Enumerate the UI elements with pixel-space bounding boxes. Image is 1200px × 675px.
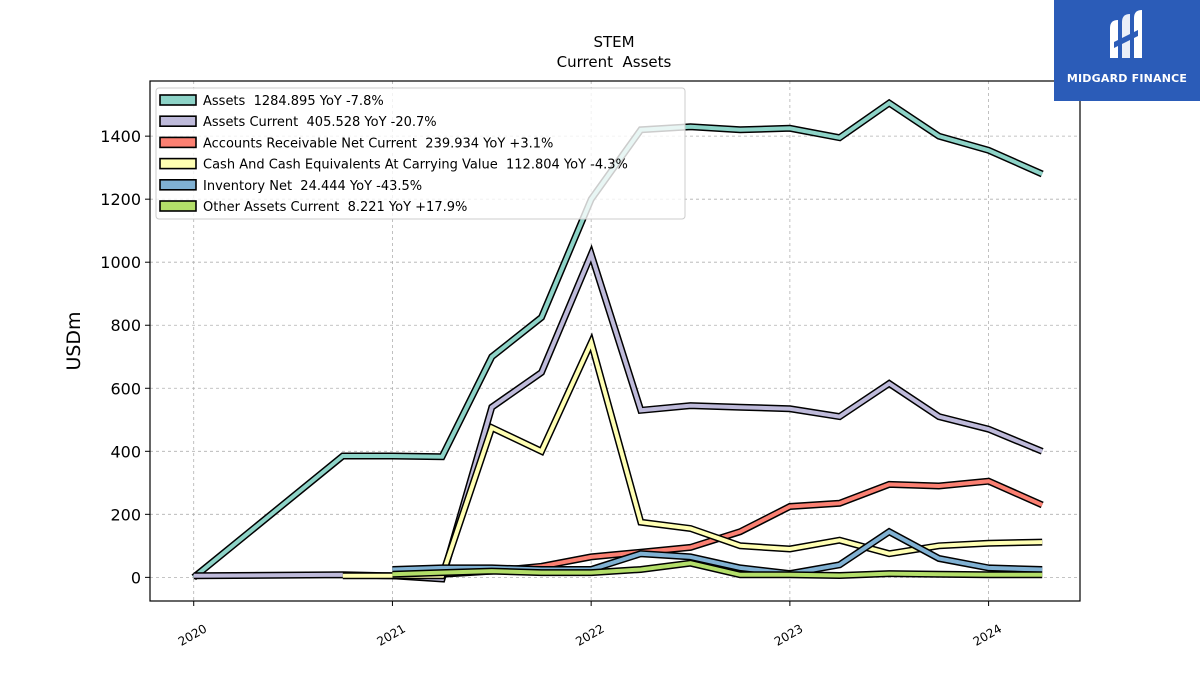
x-tick-label: 2024 (971, 621, 1004, 648)
series-line-outline (342, 332, 1043, 580)
legend-swatch (159, 157, 197, 170)
chart-subtitle: Current Assets (557, 53, 672, 71)
legend-label: Cash And Cash Equivalents At Carrying Va… (203, 158, 628, 173)
x-tick-label: 2022 (573, 621, 606, 648)
plot-frame (149, 80, 1081, 602)
x-tick-label: 2023 (772, 621, 805, 648)
y-tick-label: 400 (110, 442, 141, 461)
x-tick-label: 2021 (374, 621, 407, 648)
y-tick-label: 800 (110, 316, 141, 335)
legend-swatch (159, 115, 197, 127)
y-axis-label: USDm (63, 311, 85, 370)
legend-swatch (159, 94, 197, 106)
y-tick-label: 600 (110, 379, 141, 398)
y-tick-label: 0 (131, 568, 141, 587)
legend-box (155, 87, 686, 220)
midgard-finance-logo: MIDGARD FINANCE (1054, 0, 1200, 101)
y-tick-label: 1200 (100, 190, 141, 209)
chart-title: STEM (593, 33, 634, 51)
x-axis: 2020 2021 2022 2023 2024 (176, 601, 1004, 649)
series-line (193, 248, 1043, 581)
legend-swatch (159, 200, 197, 212)
legend: Assets 1284.895 YoY -7.8% Assets Current … (155, 87, 686, 220)
legend-label: Inventory Net 24.444 YoY -43.5% (203, 179, 422, 194)
series-line (392, 561, 1043, 578)
series-line (342, 336, 1043, 578)
x-tick-label: 2020 (176, 621, 209, 648)
y-axis: 0 200 400 600 800 1000 1200 1400 (100, 127, 150, 587)
series-line-outline (193, 244, 1044, 583)
y-tick-label: 1000 (100, 253, 141, 272)
y-tick-label: 200 (110, 505, 141, 524)
legend-swatch (159, 136, 197, 149)
legend-label: Assets 1284.895 YoY -7.8% (203, 94, 384, 109)
y-tick-label: 1400 (100, 127, 141, 146)
legend-swatch (159, 179, 197, 191)
logo-mark-icon (1110, 10, 1142, 58)
legend-label: Other Assets Current 8.221 YoY +17.9% (203, 200, 467, 215)
legend-label: Assets Current 405.528 YoY -20.7% (203, 115, 437, 130)
series-group (191, 98, 1044, 583)
legend-label: Accounts Receivable Net Current 239.934 … (203, 136, 553, 151)
logo-text: MIDGARD FINANCE (1066, 72, 1188, 85)
